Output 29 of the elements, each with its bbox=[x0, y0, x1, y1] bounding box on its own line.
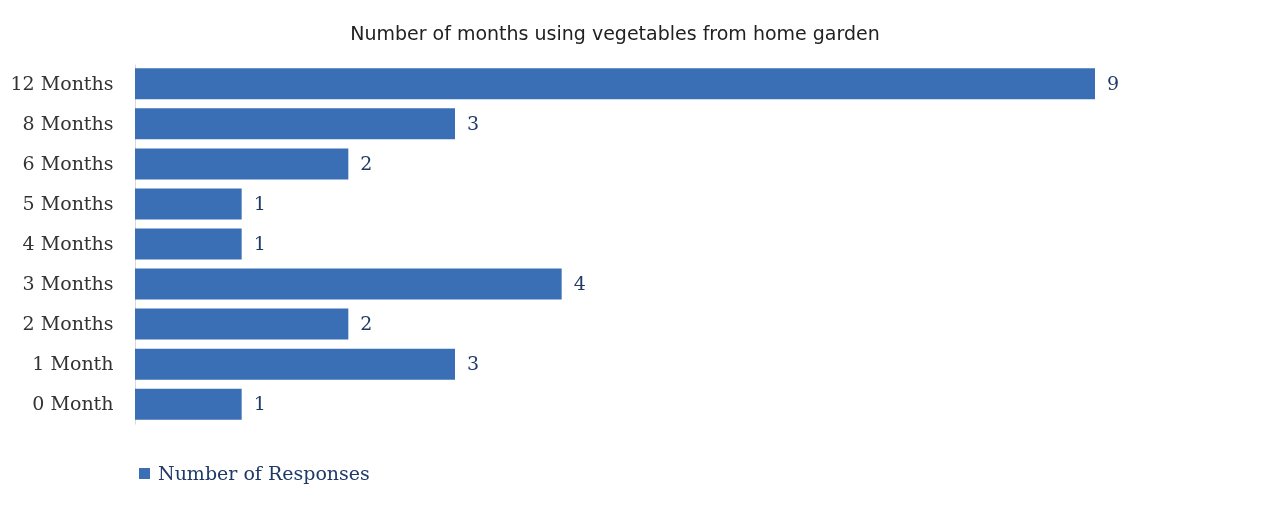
y-tick-label: 3 Months bbox=[22, 272, 114, 295]
y-tick-label: 1 Month bbox=[32, 352, 114, 375]
y-tick-label: 6 Months bbox=[22, 151, 114, 174]
bar bbox=[135, 148, 349, 180]
y-tick-label: 0 Month bbox=[32, 392, 114, 415]
y-tick-label: 8 Months bbox=[22, 111, 114, 134]
data-label: 3 bbox=[467, 352, 480, 375]
data-label: 1 bbox=[253, 392, 266, 415]
bar bbox=[135, 108, 455, 140]
bar bbox=[135, 228, 242, 260]
bar bbox=[135, 268, 562, 300]
data-label: 3 bbox=[467, 111, 480, 134]
bar bbox=[135, 308, 349, 340]
bar bbox=[135, 68, 1095, 100]
bar bbox=[135, 348, 455, 380]
data-label: 1 bbox=[253, 191, 266, 214]
data-label: 4 bbox=[573, 272, 586, 295]
y-tick-label: 4 Months bbox=[22, 232, 114, 254]
legend-label: Number of Responses bbox=[158, 461, 370, 484]
y-tick-label: 2 Months bbox=[22, 312, 114, 335]
y-tick-label: 5 Months bbox=[22, 191, 114, 214]
data-label: 2 bbox=[360, 151, 373, 174]
y-tick-label: 12 Months bbox=[10, 71, 114, 94]
data-label: 1 bbox=[253, 232, 266, 254]
data-label: 9 bbox=[1107, 71, 1120, 94]
bar bbox=[135, 388, 242, 420]
bar bbox=[135, 188, 242, 220]
chart-title: Number of months using vegetables from home garden bbox=[350, 22, 880, 44]
data-label: 2 bbox=[360, 312, 373, 335]
